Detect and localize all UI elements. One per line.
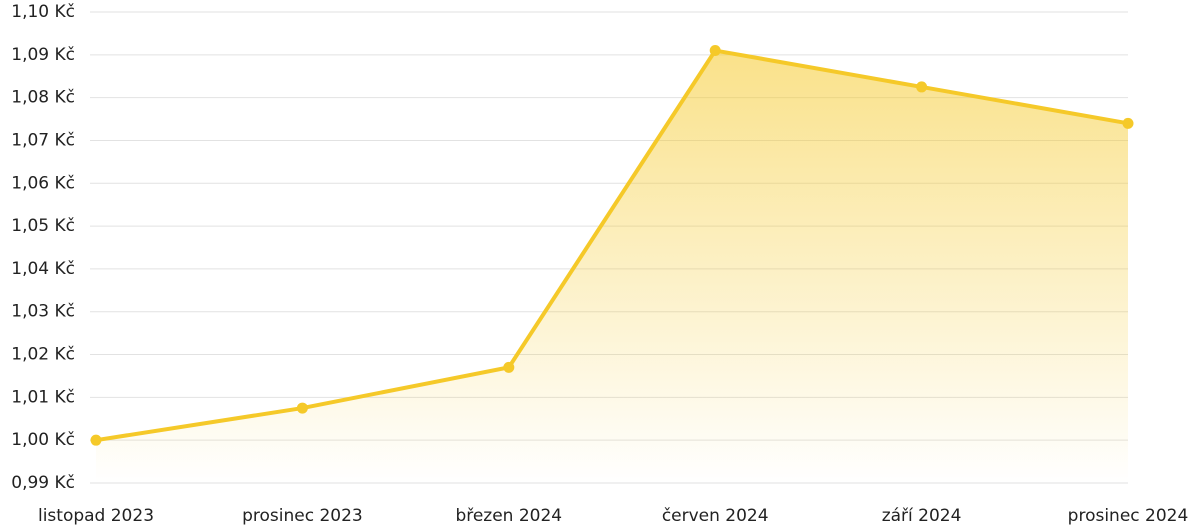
y-tick-label: 1,00 Kč <box>11 430 75 450</box>
y-tick-label: 1,01 Kč <box>11 387 75 407</box>
x-tick-label: červen 2024 <box>662 506 769 526</box>
point <box>916 81 928 93</box>
x-tick-label: listopad 2023 <box>38 506 154 526</box>
point <box>90 434 102 446</box>
y-tick-label: 1,07 Kč <box>11 130 75 150</box>
y-tick-label: 1,08 Kč <box>11 88 75 108</box>
point <box>1122 117 1134 129</box>
point <box>503 361 515 373</box>
x-tick-label: březen 2024 <box>455 506 562 526</box>
y-tick-label: 1,06 Kč <box>11 173 75 193</box>
x-tick-label: září 2024 <box>882 506 962 526</box>
x-tick-label: prosinec 2023 <box>242 506 363 526</box>
point <box>709 45 721 57</box>
x-tick-label: prosinec 2024 <box>1068 506 1189 526</box>
y-tick-label: 1,09 Kč <box>11 45 75 65</box>
y-tick-label: 1,10 Kč <box>11 2 75 22</box>
point <box>296 402 308 414</box>
y-tick-label: 1,04 Kč <box>11 259 75 279</box>
y-tick-label: 1,02 Kč <box>11 345 75 365</box>
area-fill <box>96 50 1128 483</box>
y-tick-label: 1,03 Kč <box>11 302 75 322</box>
y-tick-label: 1,05 Kč <box>11 216 75 236</box>
y-tick-label: 0,99 Kč <box>11 473 75 493</box>
line <box>95 48 1129 443</box>
